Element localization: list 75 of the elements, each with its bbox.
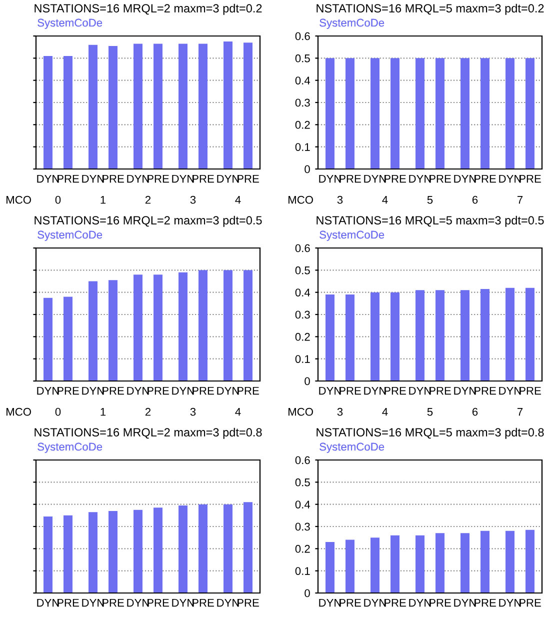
bar	[198, 270, 208, 381]
text: 6	[472, 196, 478, 204]
chart-title: NSTATIONS=16 MRQL=2 maxm=3 pdt=0.2	[34, 4, 262, 15]
text: 3	[190, 196, 196, 204]
y-tick-label: 0	[304, 165, 310, 174]
text: 0	[55, 196, 61, 204]
text: SystemCoDe	[320, 18, 384, 29]
y-tick-label: 0.1	[295, 355, 310, 363]
text: MCO	[6, 408, 31, 416]
bar	[198, 504, 208, 593]
bar	[44, 298, 52, 381]
text: SystemCoDe	[38, 442, 102, 453]
text: 3	[337, 408, 343, 416]
y-tick-label: 0.6	[295, 456, 310, 464]
text: 6	[472, 408, 478, 416]
y-tick-label: 0.6	[295, 32, 310, 40]
text: SystemCoDe	[38, 230, 102, 241]
y-tick-label: 0.4	[295, 76, 310, 84]
text: 3	[337, 196, 343, 204]
text: 7	[517, 408, 523, 416]
text: MCO	[6, 196, 31, 204]
text: 2	[145, 196, 151, 204]
text: 5	[427, 196, 433, 204]
bar	[134, 44, 142, 169]
y-tick-label: 0	[304, 589, 310, 598]
y-tick-label: 0.5	[295, 478, 310, 486]
y-tick-label: 0.3	[295, 310, 310, 319]
y-tick-label: 0.6	[295, 244, 310, 252]
bar	[134, 274, 142, 381]
y-tick-label: 0	[304, 377, 310, 386]
bar	[44, 516, 52, 593]
chart-title: NSTATIONS=16 MRQL=2 maxm=3 pdt=0.8	[34, 428, 262, 439]
series-label: SystemCoDe	[38, 18, 102, 29]
chart-title: NSTATIONS=16 MRQL=5 maxm=3 pdt=0.8	[316, 428, 544, 439]
chart-title: NSTATIONS=16 MRQL=2 maxm=3 pdt=0.5	[34, 216, 262, 227]
text: 7	[517, 196, 523, 204]
bar	[244, 42, 252, 169]
text: 4	[235, 196, 241, 204]
text: MCO	[288, 408, 313, 416]
bar	[244, 502, 252, 593]
text: SystemCoDe	[320, 442, 384, 453]
bar	[154, 508, 162, 593]
bar	[44, 56, 52, 169]
bar	[198, 44, 208, 169]
text: 4	[235, 408, 241, 416]
y-tick-label: 0.5	[295, 54, 310, 62]
y-tick-label: 0.1	[295, 567, 310, 575]
text: 1	[100, 408, 106, 416]
y-tick-label: 0.2	[295, 544, 310, 553]
text: 1	[100, 196, 106, 204]
y-tick-label: 0.2	[295, 120, 310, 129]
text: 2	[145, 408, 151, 416]
text: SystemCoDe	[320, 230, 384, 241]
bar	[88, 44, 98, 169]
bar	[88, 281, 98, 381]
bar	[154, 274, 162, 381]
text: 4	[382, 408, 388, 416]
y-tick-label: 0.4	[295, 500, 310, 508]
text: MCO	[288, 196, 313, 204]
text: 5	[427, 408, 433, 416]
chart-title: NSTATIONS=16 MRQL=5 maxm=3 pdt=0.5	[316, 216, 544, 227]
y-tick-label: 0.5	[295, 266, 310, 274]
bar	[134, 510, 142, 593]
y-tick-label: 0.2	[295, 332, 310, 341]
text: 3	[190, 408, 196, 416]
bar	[88, 512, 98, 593]
y-tick-label: 0.3	[295, 522, 310, 531]
text: 4	[382, 196, 388, 204]
bar	[244, 270, 252, 381]
bar	[154, 44, 162, 169]
y-tick-label: 0.1	[295, 143, 310, 151]
chart-title: NSTATIONS=16 MRQL=5 maxm=3 pdt=0.2	[316, 4, 544, 15]
text: 0	[55, 408, 61, 416]
y-tick-label: 0.3	[295, 98, 310, 107]
y-tick-label: 0.4	[295, 288, 310, 296]
